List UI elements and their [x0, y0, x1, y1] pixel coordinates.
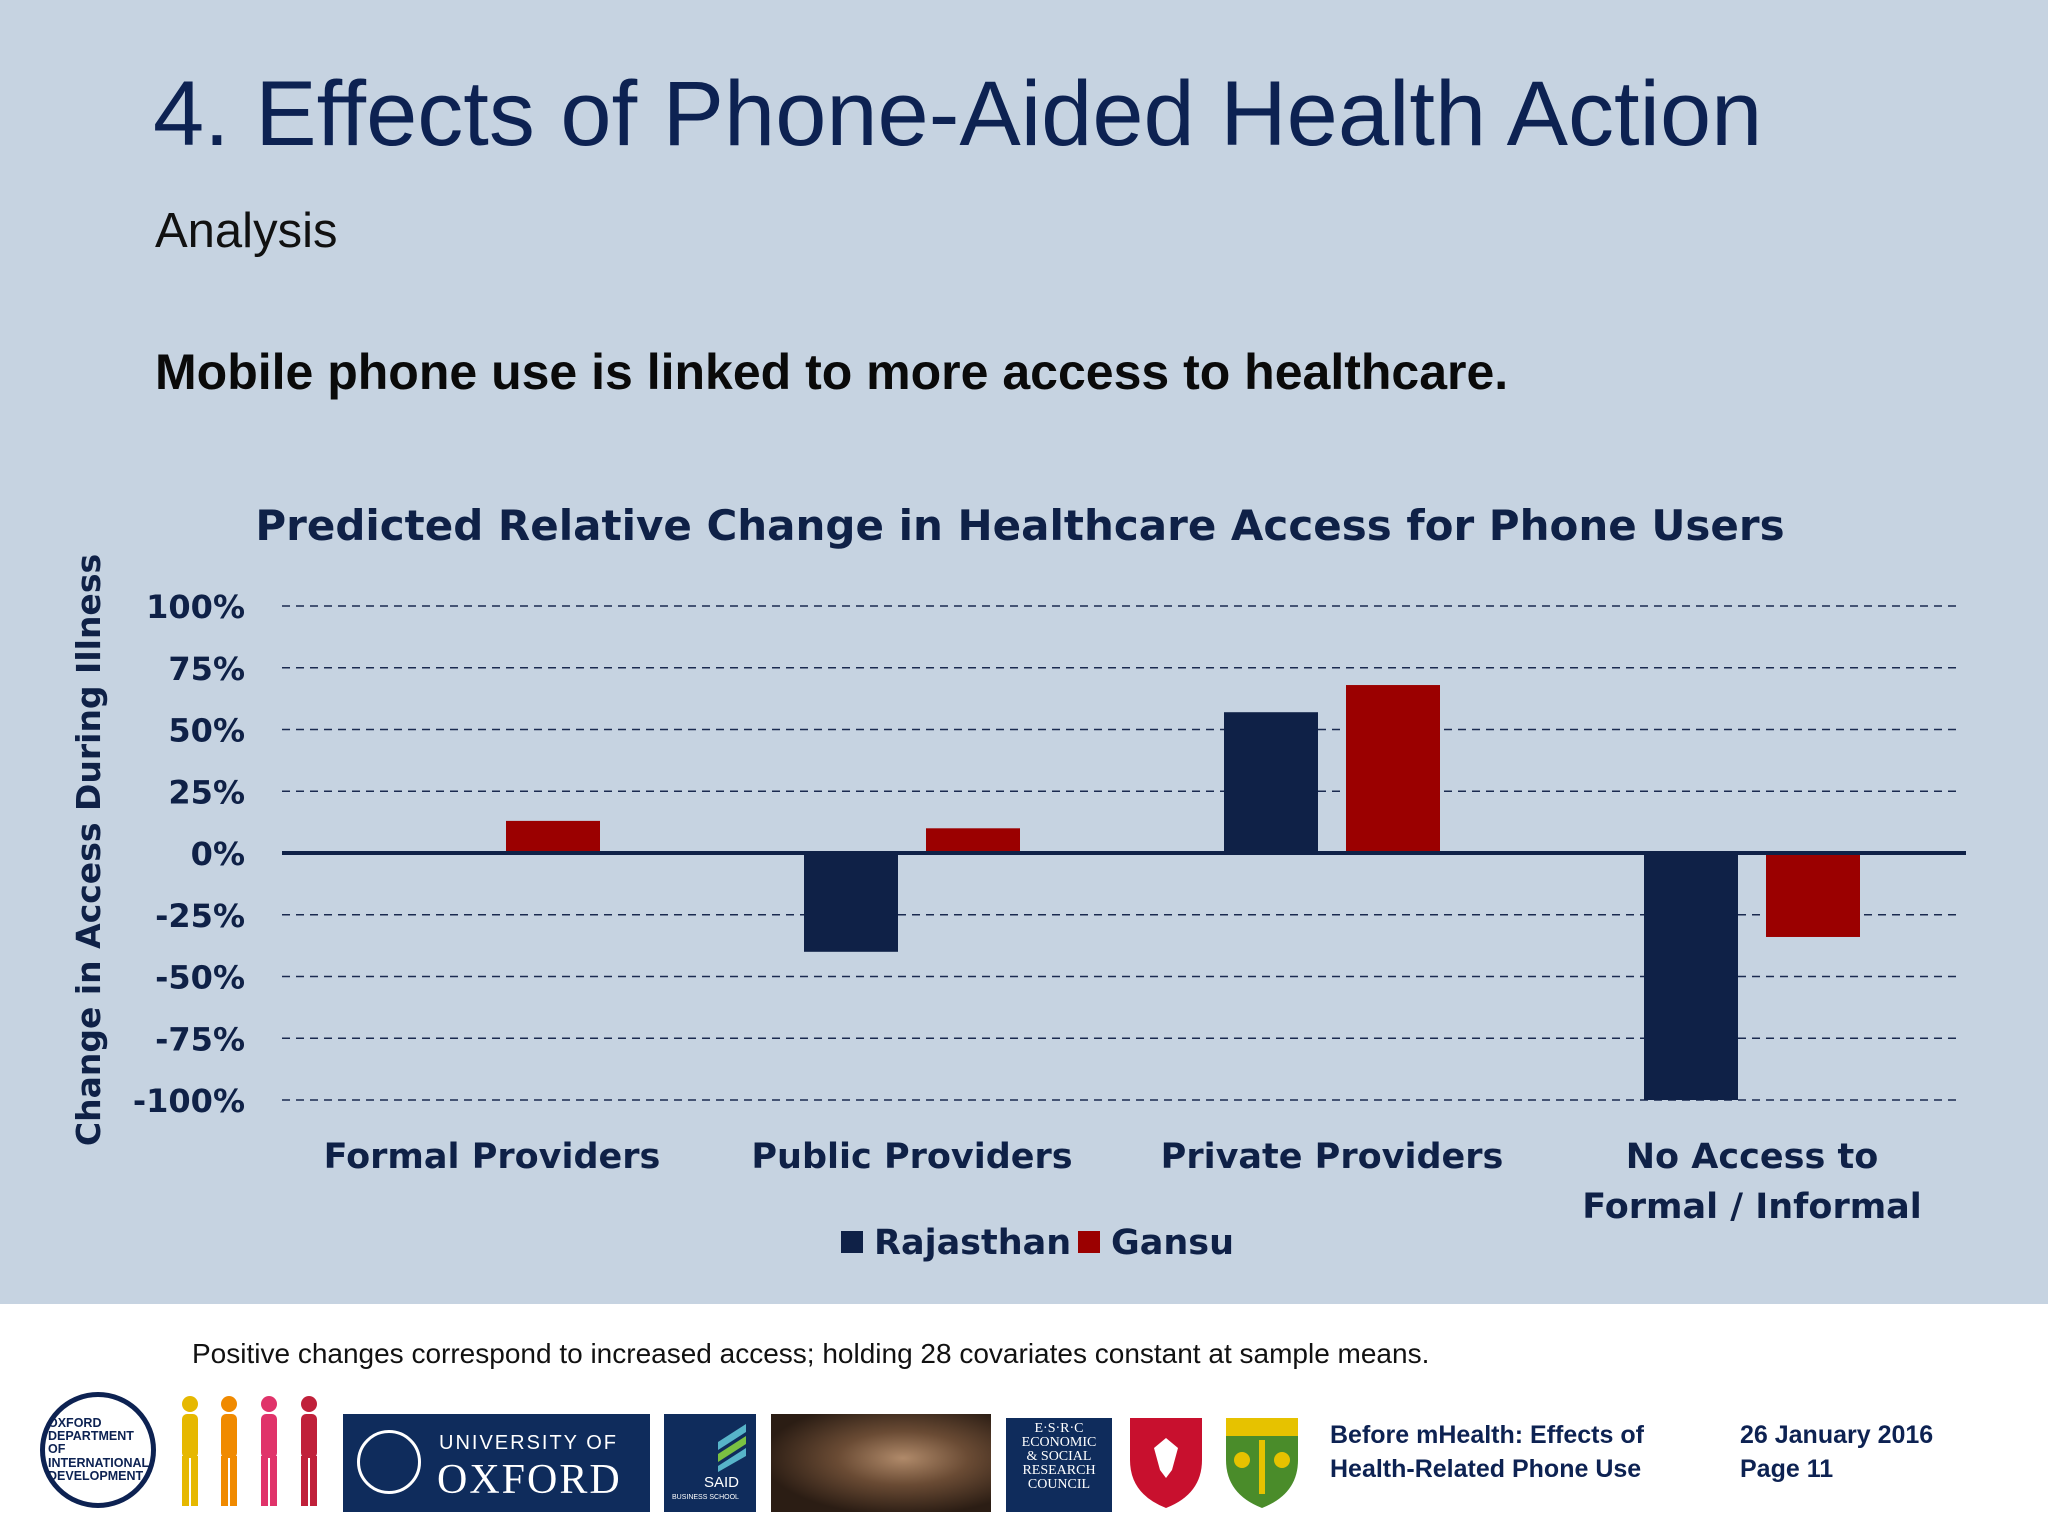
said-business-school-logo: SAID BUSINESS SCHOOL — [664, 1414, 756, 1512]
slide-title: 4. Effects of Phone-Aided Health Action — [153, 63, 1763, 165]
page-number: Page 11 — [1740, 1455, 1834, 1483]
x-tick-label: Private Providers — [1161, 1137, 1504, 1177]
footnote: Positive changes correspond to increased… — [192, 1338, 1430, 1369]
legend-swatch-rajasthan — [841, 1231, 863, 1253]
grid-lines — [282, 605, 1962, 1101]
bar-rajasthan — [804, 853, 898, 952]
x-tick-labels: Formal Providers Public Providers Private … — [324, 1137, 1922, 1227]
oxford-crest-icon — [357, 1430, 421, 1494]
x-tick-label: Formal Providers — [324, 1137, 661, 1177]
college-crest-red-icon — [1130, 1418, 1202, 1508]
y-axis-label: Change in Access During Illness — [69, 554, 108, 1146]
portrait-image — [771, 1414, 991, 1512]
oid-logo-text: OXFORD DEPARTMENT OF INTERNATIONAL DEVEL… — [48, 1416, 150, 1483]
oxford-logo-line1: UNIVERSITY OF — [439, 1432, 618, 1454]
y-tick-label: 0% — [191, 835, 245, 873]
bar-gansu — [926, 828, 1020, 853]
university-of-oxford-logo: UNIVERSITY OF OXFORD — [343, 1414, 650, 1512]
x-tick-label: Public Providers — [751, 1137, 1072, 1177]
y-tick-label: -75% — [155, 1020, 245, 1058]
bar-gansu — [1766, 853, 1860, 937]
y-tick-label: 25% — [168, 773, 245, 811]
bar-chart: Predicted Relative Change in Healthcare … — [69, 501, 1966, 1263]
esrc-logo-text: E·S·R·C ECONOMIC & SOCIAL RESEARCH COUNC… — [1021, 1421, 1097, 1492]
bar-gansu — [1346, 685, 1440, 853]
presentation-title-line2: Health-Related Phone Use — [1330, 1455, 1642, 1483]
human-figures-logo — [182, 1396, 317, 1506]
legend-swatch-gansu — [1078, 1231, 1100, 1253]
footer: Positive changes correspond to increased… — [0, 1304, 2048, 1536]
y-tick-label: -25% — [155, 897, 245, 935]
y-tick-label: -100% — [133, 1082, 245, 1120]
y-tick-labels: 100% 75% 50% 25% 0% -25% -50% -75% -100% — [133, 588, 245, 1120]
oxford-logo-line2: OXFORD — [437, 1457, 622, 1503]
presentation-title-line1: Before mHealth: Effects of — [1330, 1421, 1644, 1449]
x-tick-label: No Access to — [1626, 1137, 1878, 1177]
bar-rajasthan — [1644, 853, 1738, 1100]
said-logo-subtext: BUSINESS SCHOOL — [672, 1494, 739, 1501]
date-and-page: 26 January 2016 Page 11 — [1740, 1418, 1933, 1486]
bar-rajasthan — [1224, 712, 1318, 853]
bars — [506, 685, 1860, 1100]
presentation-date: 26 January 2016 — [1740, 1421, 1934, 1449]
said-stripes-icon — [718, 1424, 746, 1472]
y-tick-label: -50% — [155, 959, 245, 997]
legend-label: Gansu — [1111, 1223, 1234, 1263]
esrc-logo: E·S·R·C ECONOMIC & SOCIAL RESEARCH COUNC… — [1006, 1418, 1112, 1512]
headline: Mobile phone use is linked to more acces… — [155, 344, 1509, 400]
legend: Rajasthan Gansu — [841, 1223, 1234, 1263]
said-logo-text: SAID — [704, 1474, 740, 1491]
y-tick-label: 50% — [168, 712, 245, 750]
bar-gansu — [506, 820, 600, 853]
legend-label: Rajasthan — [874, 1223, 1071, 1263]
y-tick-label: 75% — [168, 650, 245, 688]
presentation-title: Before mHealth: Effects of Health-Relate… — [1330, 1418, 1644, 1486]
chart-title: Predicted Relative Change in Healthcare … — [255, 501, 1784, 550]
college-crest-green-icon — [1226, 1418, 1298, 1508]
x-tick-label: Formal / Informal — [1582, 1187, 1922, 1227]
oxford-international-development-logo: OXFORD DEPARTMENT OF INTERNATIONAL DEVEL… — [40, 1392, 156, 1508]
y-tick-label: 100% — [146, 588, 245, 626]
slide-subtitle: Analysis — [155, 204, 338, 258]
